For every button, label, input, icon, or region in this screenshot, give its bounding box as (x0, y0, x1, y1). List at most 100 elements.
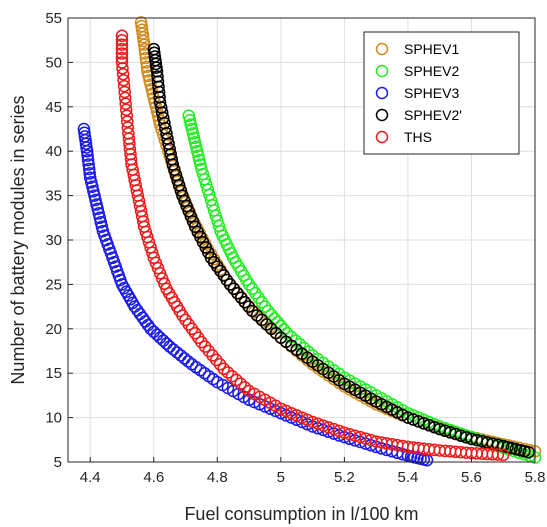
data-point (188, 136, 202, 149)
data-point (522, 445, 535, 459)
data-point (140, 56, 153, 69)
data-point (238, 295, 252, 309)
data-point (210, 353, 223, 367)
y-tick-label: 20 (45, 321, 62, 338)
y-axis-label: Number of battery modules in series (8, 95, 28, 384)
data-point (115, 29, 129, 43)
legend-label: SPHEV1 (404, 41, 459, 57)
legend-marker (375, 108, 389, 122)
data-point (83, 167, 96, 180)
y-tick-label: 15 (45, 365, 62, 382)
y-tick-label: 40 (45, 143, 62, 160)
data-point (192, 149, 205, 162)
data-point (217, 362, 230, 376)
data-point (223, 278, 237, 291)
legend-marker (375, 42, 389, 56)
x-tick-label: 5.6 (461, 469, 482, 486)
x-axis-ticks: 4.4 4.6 4.8 5 5.2 5.4 5.6 5.8 (80, 457, 546, 486)
data-point (145, 82, 158, 96)
data-point (115, 56, 129, 69)
data-point (221, 366, 235, 379)
data-point (121, 115, 134, 128)
data-point (242, 300, 255, 313)
data-point (153, 331, 167, 344)
legend-marker (375, 64, 389, 78)
data-point (140, 60, 154, 74)
data-point (202, 344, 216, 358)
y-tick-label: 55 (45, 10, 62, 27)
data-point (80, 144, 94, 158)
data-point (174, 349, 188, 362)
x-tick-label: 5.8 (525, 469, 546, 486)
data-point (230, 373, 243, 387)
data-point (198, 340, 212, 353)
data-point (225, 369, 239, 383)
data-point (157, 334, 170, 347)
data-points (77, 16, 542, 467)
legend-marker (375, 86, 389, 100)
data-point (491, 438, 505, 452)
data-point (88, 189, 101, 202)
data-point (91, 202, 104, 216)
data-point (181, 355, 195, 368)
data-point (133, 307, 147, 321)
data-point (118, 91, 132, 105)
data-point (95, 220, 109, 233)
y-tick-label: 50 (45, 54, 62, 71)
data-point (116, 67, 130, 81)
data-point (183, 113, 197, 127)
data-point (163, 340, 176, 353)
y-tick-label: 35 (45, 188, 62, 205)
x-tick-label: 5.4 (397, 469, 418, 486)
data-point (118, 85, 131, 99)
data-point (119, 103, 133, 117)
data-point (491, 448, 505, 461)
data-point (115, 38, 129, 51)
y-tick-label: 25 (45, 276, 62, 293)
data-point (277, 323, 291, 336)
legend-label: SPHEV2 (404, 63, 459, 79)
legend-label: SPHEV2' (404, 107, 462, 123)
x-tick-label: 4.4 (80, 469, 101, 486)
x-tick-label: 5.2 (334, 469, 355, 486)
data-point (89, 193, 102, 207)
data-point (115, 33, 129, 47)
data-point (81, 149, 94, 162)
y-tick-label: 45 (45, 99, 62, 116)
data-point (139, 315, 152, 328)
x-axis-label: Fuel consumption in l/100 km (184, 504, 418, 524)
legend: SPHEV1 SPHEV2 SPHEV3 SPHEV2' THS (363, 31, 520, 155)
data-point (83, 171, 97, 185)
data-point (401, 411, 415, 424)
y-tick-label: 10 (45, 410, 62, 427)
data-point (238, 381, 252, 394)
data-point (82, 158, 95, 171)
legend-marker (375, 130, 389, 144)
data-point (261, 304, 275, 318)
legend-box (363, 31, 520, 155)
data-point (117, 79, 131, 93)
series-sphev2- (147, 42, 535, 459)
data-point (136, 311, 149, 324)
data-point (119, 97, 132, 111)
y-tick-label: 30 (45, 232, 62, 249)
data-point (94, 215, 108, 229)
data-point (160, 337, 173, 350)
y-tick-label: 5 (54, 454, 62, 471)
data-point (116, 62, 129, 75)
x-tick-label: 4.8 (207, 469, 228, 486)
data-point (115, 42, 129, 56)
data-point (417, 417, 431, 430)
x-tick-label: 5 (277, 469, 285, 486)
data-point (422, 419, 436, 432)
legend-label: SPHEV3 (404, 85, 459, 101)
data-point (265, 308, 278, 321)
data-point (231, 287, 244, 300)
data-point (496, 448, 510, 462)
series-ths (115, 29, 510, 462)
x-tick-label: 4.6 (143, 469, 164, 486)
data-point (150, 104, 164, 118)
series-sphev2 (182, 109, 542, 464)
data-point (86, 180, 99, 193)
data-point (406, 413, 420, 426)
